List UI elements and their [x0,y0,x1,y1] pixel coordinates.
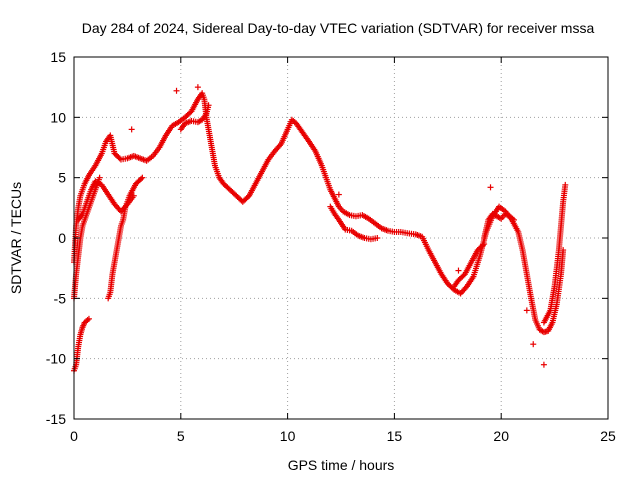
y-tick-label: 5 [58,170,66,186]
data-point [173,87,180,94]
data-point [523,307,530,314]
x-axis-label: GPS time / hours [288,457,395,473]
y-tick-label: -15 [46,411,66,427]
x-tick-label: 10 [280,428,296,444]
chart-title: Day 284 of 2024, Sidereal Day-to-day VTE… [82,20,595,36]
data-points [71,84,569,374]
data-point [530,341,537,348]
x-tick-label: 15 [387,428,403,444]
data-point [335,191,342,198]
series-lower-mid-branch [327,203,381,243]
data-point [116,155,123,162]
data-point [374,235,381,241]
y-tick-label: 0 [58,230,66,246]
series-outliers [128,84,547,368]
data-point [96,174,103,181]
y-tick-label: 10 [50,109,66,125]
data-point [85,315,92,322]
series-main-trace [71,90,567,336]
x-tick-label: 5 [177,428,185,444]
data-point [511,216,518,223]
y-tick-label: 15 [50,49,66,65]
data-point [130,192,137,199]
x-tick-label: 0 [70,428,78,444]
x-tick-label: 25 [600,428,616,444]
data-point [481,241,488,248]
data-point [540,361,547,368]
series-day-20-plateau [481,210,518,241]
x-tick-label: 20 [493,428,509,444]
y-tick-label: -5 [54,290,67,306]
series-upper-loop [177,102,212,133]
series-end-rise [540,181,569,326]
data-point [487,184,494,191]
data-point [455,267,462,274]
data-point [194,84,201,91]
data-point [138,175,145,182]
series-secondary-branch [105,174,146,302]
data-point [128,126,135,133]
axis-ticks: 0 5 10 15 20 25 -15 -10 -5 0 5 10 15 [46,49,616,444]
data-point [205,102,212,109]
data-point [139,174,146,181]
y-tick-label: -10 [46,351,66,367]
y-axis-label: SDTVAR / TECUs [8,182,24,294]
grid [74,57,608,419]
series-day-19-lower-branch [451,241,488,290]
data-point [562,181,569,188]
data-point [479,242,486,249]
